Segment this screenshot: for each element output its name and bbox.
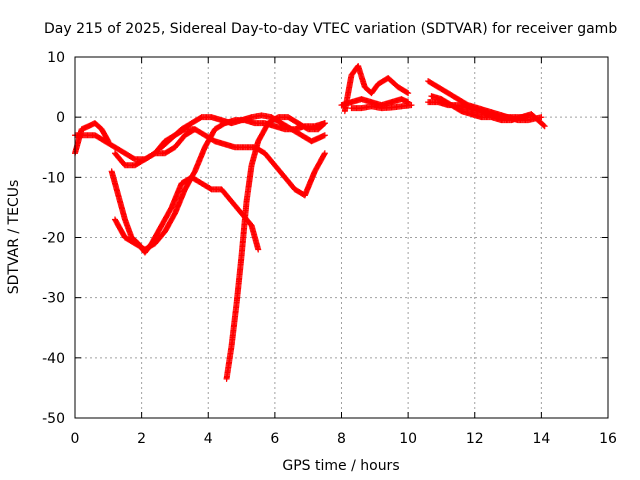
series-arc-13 [428,93,548,130]
x-tick-label: 0 [71,431,80,447]
y-tick-label: -10 [42,170,65,186]
x-tick-label: 10 [399,431,417,447]
x-tick-label: 4 [204,431,213,447]
plot-frame [74,56,609,419]
series-arc-9 [338,96,412,109]
data-point [321,150,328,157]
y-tick-label: -50 [42,411,65,427]
series-arc-1 [72,120,112,157]
series-arc-10 [348,102,415,112]
series-arc-7 [223,114,328,382]
x-tick-label: 16 [599,431,617,447]
series-arc-6 [158,112,328,151]
data-points [72,63,548,382]
tick-labels: 0 2 4 6 8 10 12 14 16 10 0 -10 -20 -30 -40 -50 [42,50,617,447]
data-point [320,121,327,128]
y-tick-label: -20 [42,231,65,247]
x-tick-label: 12 [466,431,484,447]
data-point [404,89,411,96]
data-point [538,114,545,121]
data-point [541,123,548,130]
data-point [321,120,328,127]
x-axis-label: GPS time / hours [282,458,399,474]
data-point [255,246,262,253]
data-point [321,132,328,139]
data-point [321,151,328,158]
data-point [408,102,415,109]
series-arc-8 [341,63,412,115]
y-tick-label: 10 [47,50,65,66]
x-tick-label: 6 [270,431,279,447]
y-axis-label: SDTVAR / TECUs [6,180,22,295]
y-tick-label: 0 [56,110,65,126]
y-tick-label: -30 [42,291,65,307]
series-arc-4 [111,126,328,199]
x-tick-label: 14 [532,431,550,447]
data-point [540,122,547,129]
data-point [405,90,412,97]
x-tick-label: 8 [337,431,346,447]
chart-title: Day 215 of 2025, Sidereal Day-to-day VTE… [44,21,617,37]
series-arc-5 [111,117,328,253]
x-tick-label: 2 [137,431,146,447]
y-tick-label: -40 [42,351,65,367]
